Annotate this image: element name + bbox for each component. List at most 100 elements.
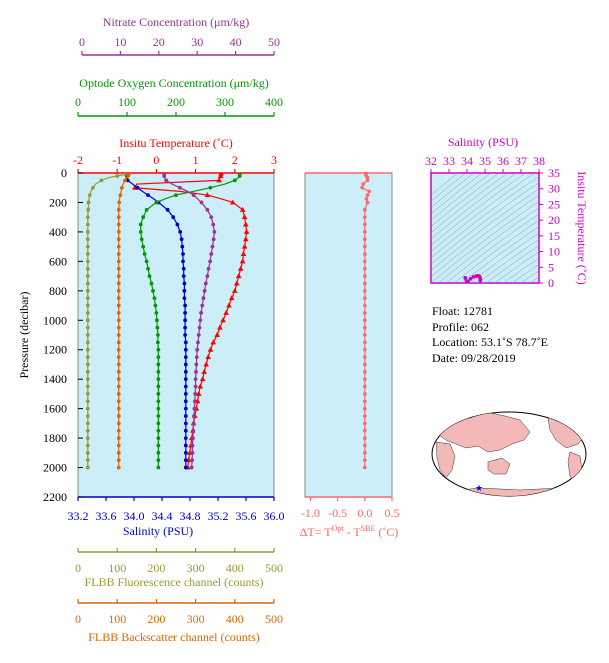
oxygen-tick-label: 0 <box>75 95 81 109</box>
map-australia <box>487 457 511 475</box>
fluorescence-point <box>85 333 90 337</box>
salinity-point <box>183 421 188 426</box>
nitrate-point <box>196 340 200 345</box>
delta-t-point <box>363 392 367 396</box>
temperature-tick-label: 1 <box>193 153 199 167</box>
temperature-tick-label: -1 <box>112 153 122 167</box>
salinity-point <box>135 185 140 190</box>
nitrate-point <box>208 259 213 264</box>
fluorescence-point <box>99 178 104 183</box>
oxygen-point <box>156 384 161 389</box>
pressure-tick-label: 2000 <box>43 461 67 475</box>
backscatter-point <box>116 377 121 382</box>
backscatter-point <box>117 200 122 205</box>
nitrate-tick-label: 0 <box>79 35 85 49</box>
backscatter-tick-label: 300 <box>187 612 205 626</box>
oxygen-point <box>147 274 152 278</box>
nitrate-point <box>192 406 197 411</box>
ts-density-contour <box>431 188 539 271</box>
ts-density-contour <box>431 173 475 208</box>
fluorescence-point <box>85 362 90 367</box>
temperature-point <box>220 317 226 323</box>
temperature-tick-label: 0 <box>153 153 159 167</box>
nitrate-tick-label: 40 <box>230 35 242 49</box>
ts-density-contour <box>485 245 539 283</box>
temperature-tick-label: -2 <box>73 153 83 167</box>
ts-density-contour <box>431 182 539 265</box>
temperature-point <box>237 265 244 271</box>
ts-salinity-tick-label: 37 <box>515 154 527 168</box>
delta-t-axis-title: ΔT= TOpt - TSBE (˚C) <box>300 524 399 539</box>
fluorescence-point <box>85 252 90 256</box>
nitrate-axis-title: Nitrate Concentration (μm/kg) <box>103 15 249 29</box>
nitrate-point <box>200 303 205 308</box>
delta-t-plot-area <box>304 172 393 498</box>
delta-t-point <box>363 451 367 455</box>
ts-diagram: Salinity (PSU) 32 33 34 35 36 37 38 0 510 15 20 25… <box>425 135 589 290</box>
delta-t-point <box>363 399 367 404</box>
float-id: Float: 12781 <box>432 304 494 318</box>
delta-t-point <box>363 370 367 374</box>
salinity-point <box>183 347 188 352</box>
backscatter-tick-label: 500 <box>265 612 283 626</box>
salinity-point <box>175 222 180 227</box>
backscatter-point <box>116 355 121 359</box>
ts-density-contour <box>431 173 483 215</box>
ts-density-contour <box>431 173 526 246</box>
salinity-tick-label: 34.4 <box>152 509 173 523</box>
nitrate-point <box>211 222 216 227</box>
fluorescence-point <box>85 450 90 455</box>
backscatter-point <box>116 288 121 293</box>
temperature-point <box>235 273 242 279</box>
delta-t-point <box>365 193 370 197</box>
nitrate-point <box>194 355 199 359</box>
temperature-point <box>230 199 236 205</box>
nitrate-point <box>201 296 206 301</box>
fluorescence-axis: 0 100 200 300 400 500 FLBB Fluorescence chann… <box>75 548 283 589</box>
backscatter-point <box>116 259 121 264</box>
salinity-point <box>183 303 188 308</box>
salinity-point <box>182 296 187 301</box>
delta-t-point <box>363 333 367 337</box>
backscatter-axis-title: FLBB Backscatter channel (counts) <box>88 630 260 644</box>
salinity-point <box>181 266 186 271</box>
nitrate-point <box>191 421 196 426</box>
fluorescence-point <box>90 185 95 190</box>
backscatter-point <box>116 215 121 220</box>
oxygen-point <box>141 215 146 220</box>
backscatter-point <box>116 303 121 308</box>
nitrate-point <box>198 318 203 323</box>
salinity-point <box>181 274 186 278</box>
delta-t-point <box>363 281 367 286</box>
oxygen-point <box>144 259 149 264</box>
oxygen-point <box>152 296 157 301</box>
temperature-point <box>243 228 250 234</box>
salinity-point <box>183 318 188 323</box>
nitrate-point <box>191 193 196 197</box>
delta-t-point <box>363 384 367 389</box>
delta-t-point <box>363 244 367 249</box>
pressure-tick-label: 1200 <box>43 343 67 357</box>
fluorescence-point <box>85 340 90 345</box>
fluorescence-point <box>85 347 90 352</box>
backscatter-point <box>116 340 121 345</box>
salinity-point <box>182 288 187 293</box>
nitrate-point <box>162 174 167 178</box>
fluorescence-point <box>85 414 90 418</box>
oxygen-point <box>155 325 160 330</box>
oxygen-point <box>156 421 161 426</box>
delta-t-point <box>363 465 367 470</box>
ts-density-contour <box>502 257 539 283</box>
salinity-point <box>183 355 188 359</box>
fluorescence-point <box>85 377 90 382</box>
backscatter-point <box>116 296 121 301</box>
salinity-axis-title: Salinity (PSU) <box>123 524 193 538</box>
nitrate-tick-label: 50 <box>268 35 280 49</box>
backscatter-point <box>116 458 121 463</box>
deltat-tick-label: 0.0 <box>357 506 372 520</box>
backscatter-axis: 0 100 200 300 400 500 FLBB Backscatter channe… <box>75 599 283 644</box>
nitrate-tick-label: 30 <box>191 35 203 49</box>
backscatter-point <box>116 311 121 315</box>
nitrate-point <box>191 428 196 433</box>
ts-density-contours <box>431 173 539 283</box>
